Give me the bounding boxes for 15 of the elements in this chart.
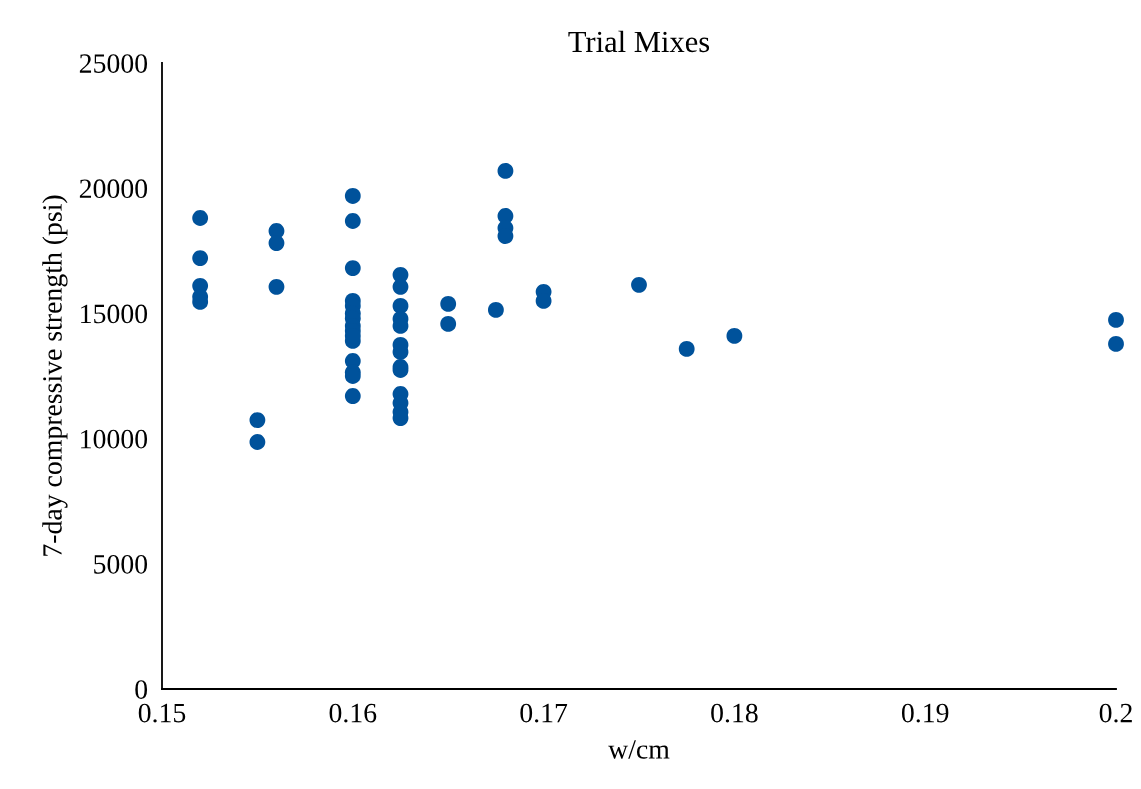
x-tick-label: 0.16 — [329, 703, 377, 723]
x-tick-label: 0.15 — [138, 703, 186, 723]
y-tick-label: 0 — [135, 680, 148, 699]
y-tick-label: 5000 — [94, 554, 148, 574]
y-tick-label: 15000 — [81, 304, 148, 324]
y-tick-label: 10000 — [81, 429, 148, 449]
y-axis-title: 7-day compressive strength (psi) — [42, 195, 68, 556]
x-tick-label: 0.17 — [520, 703, 568, 723]
y-tick-label: 25000 — [79, 54, 148, 73]
y-tick-label: 20000 — [79, 179, 148, 199]
x-axis-title: w/cm — [608, 740, 670, 759]
chart-title: Trial Mixes — [568, 30, 710, 53]
x-tick-label: 0.18 — [711, 703, 758, 723]
x-tick-label: 0.19 — [901, 703, 949, 723]
x-tick-label: 0.2 — [1099, 703, 1132, 723]
